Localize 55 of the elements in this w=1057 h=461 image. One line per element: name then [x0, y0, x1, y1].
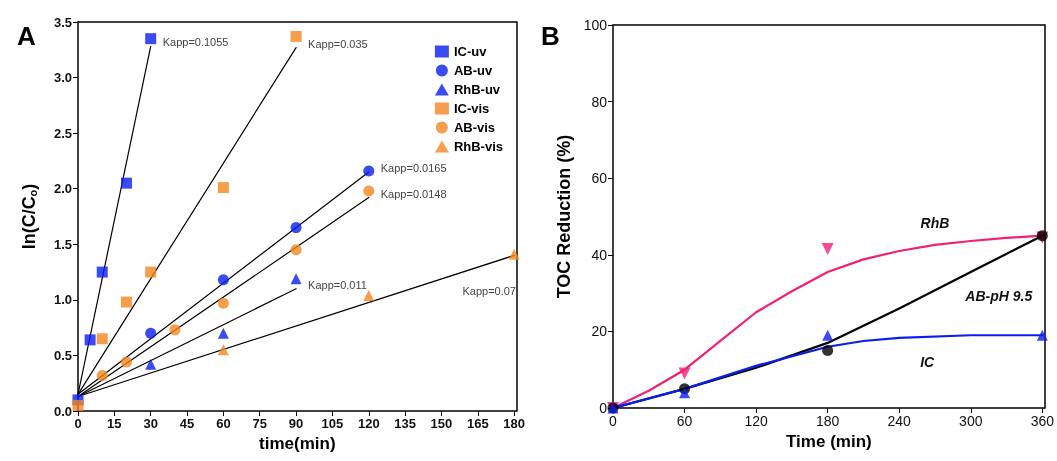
legend-label: RhB-vis	[453, 139, 504, 154]
x-tick-label: 30	[143, 416, 158, 431]
annotation: Kapp=0.0165	[380, 162, 447, 175]
x-tick-label: 240	[887, 413, 912, 429]
x-tick-label: 0	[74, 416, 82, 431]
x-tick-label: 0	[609, 413, 618, 429]
x-tick-label: 60	[216, 416, 231, 431]
y-axis-title: TOC Reduction (%)	[553, 134, 574, 299]
legend-label: AB-uv	[453, 63, 493, 78]
y-tick-label: 60	[591, 170, 608, 187]
series-label: RhB	[920, 214, 950, 231]
x-tick-label: 105	[321, 416, 344, 431]
y-tick-label: 1.0	[53, 292, 72, 308]
legend-label: IC-uv	[453, 44, 488, 59]
legend-label: IC-vis	[453, 101, 490, 116]
annotation: Kapp=0.011	[308, 278, 367, 291]
x-axis-title: time(min)	[259, 433, 336, 453]
y-tick-label: 3.0	[53, 70, 72, 86]
legend-label: AB-vis	[453, 120, 496, 135]
chart-title: A	[17, 21, 36, 51]
x-tick-label: 60	[676, 413, 693, 429]
annotation: Kapp=0.07	[462, 285, 516, 298]
y-tick-label: 100	[583, 17, 608, 33]
x-tick-label: 45	[179, 416, 195, 431]
annotation: Kapp=0.035	[308, 37, 368, 50]
y-axis-title: ln(C/Co)	[18, 183, 39, 250]
y-tick-label: 3.5	[53, 14, 72, 30]
x-tick-label: 135	[394, 416, 416, 431]
y-tick-label: 2.0	[53, 181, 72, 197]
y-tick-label: 80	[591, 93, 608, 110]
legend-label: RhB-uv	[453, 82, 501, 97]
y-tick-label: 20	[591, 323, 608, 340]
y-tick-label: 1.5	[53, 236, 72, 252]
chart-title: B	[541, 21, 560, 51]
y-tick-label: 0.0	[53, 403, 72, 419]
x-tick-label: 180	[503, 416, 526, 431]
series-label: IC	[920, 353, 936, 370]
x-tick-label: 150	[430, 416, 453, 431]
x-tick-label: 165	[466, 416, 489, 431]
y-tick-label: 40	[591, 246, 608, 263]
y-tick-label: 0	[599, 400, 608, 416]
annotation: Kapp=0.0148	[380, 187, 447, 200]
series-label: AB-pH 9.5	[964, 288, 1033, 305]
x-tick-label: 90	[288, 416, 304, 431]
x-tick-label: 360	[1030, 413, 1055, 429]
x-tick-label: 15	[107, 416, 122, 431]
x-tick-label: 75	[252, 416, 267, 431]
x-tick-label: 300	[959, 413, 983, 429]
x-tick-label: 120	[744, 413, 768, 429]
x-axis-title: Time (min)	[786, 431, 872, 451]
x-tick-label: 180	[815, 413, 840, 429]
y-tick-label: 2.5	[53, 125, 72, 141]
y-tick-label: 0.5	[53, 347, 72, 363]
x-tick-label: 120	[357, 416, 380, 431]
annotation: Kapp=0.1055	[162, 36, 229, 49]
